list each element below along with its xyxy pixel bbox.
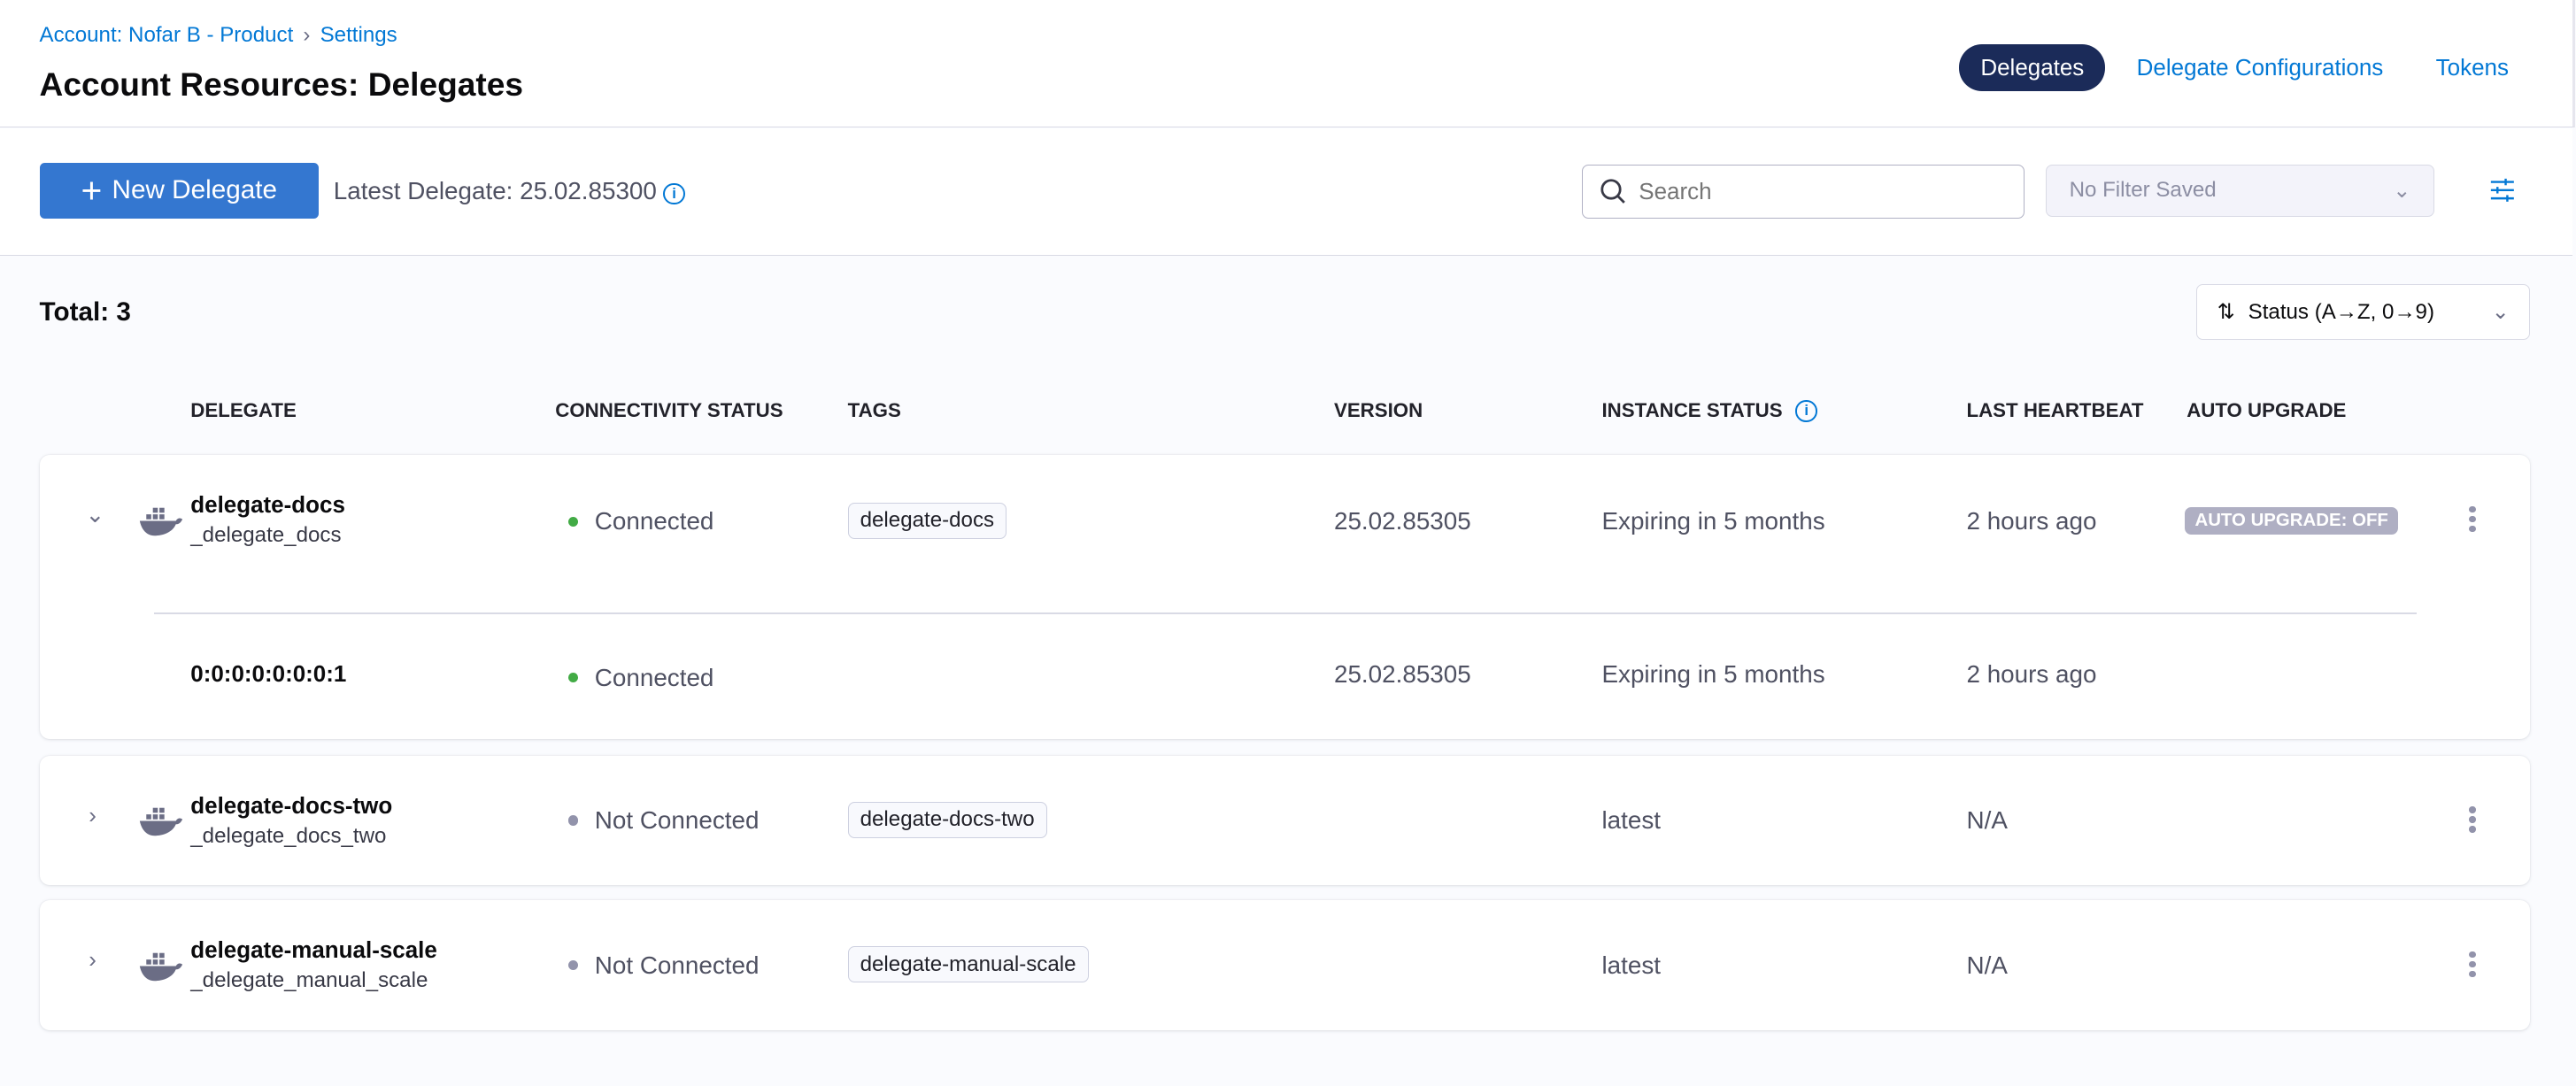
chevron-right-icon[interactable]: › [89,801,96,828]
new-delegate-button[interactable]: + New Delegate [39,162,320,219]
delegate-name[interactable]: delegate-docs-two [190,791,393,819]
connectivity-status: Not Connected [568,806,759,835]
table-row[interactable]: › delegate-manual-scale _delegate_manual_… [39,900,2531,1030]
column-auto-upgrade[interactable]: AUTO UPGRADE [2187,398,2347,421]
delegate-identifier: _delegate_docs_two [190,824,387,849]
tab-delegate-configurations[interactable]: Delegate Configurations [2136,54,2384,81]
filter-value: No Filter Saved [2069,178,2217,203]
page-title: Account Resources: Delegates [39,65,524,104]
connectivity-status: Connected [568,664,713,692]
more-options-icon[interactable] [2469,951,2476,981]
table-row[interactable]: › delegate-docs-two _delegate_docs_two No… [39,755,2531,886]
chevron-down-icon: ⌄ [2393,178,2411,203]
column-connectivity-status[interactable]: CONNECTIVITY STATUS [555,398,783,421]
delegate-name[interactable]: delegate-manual-scale [190,936,437,963]
instance-status: latest [1601,806,1661,835]
latest-delegate-version: Latest Delegate: 25.02.85300 [333,177,657,205]
docker-icon [139,808,182,836]
chevron-right-icon: › [303,22,311,47]
instance-name: 0:0:0:0:0:0:0:1 [190,660,347,688]
info-icon[interactable]: i [663,182,685,204]
status-dot [568,815,579,826]
chevron-right-icon[interactable]: › [89,945,96,973]
tag: delegate-manual-scale [847,945,1089,983]
sort-icon: ⇅ [2217,300,2235,325]
column-delegate[interactable]: DELEGATE [190,398,297,421]
sort-dropdown[interactable]: ⇅ Status (A→Z, 0→9) ⌄ [2196,284,2531,341]
docker-icon [139,507,182,536]
page-header: Account: Nofar B - Product › Settings Acco… [0,0,2576,127]
column-instance-status[interactable]: INSTANCE STATUS i [1602,399,1817,422]
instance-status: Expiring in 5 months [1601,660,1825,689]
delegate-identifier: _delegate_docs [190,523,342,548]
last-heartbeat: N/A [1966,951,2008,979]
search-icon [1600,179,1625,204]
column-version[interactable]: VERSION [1333,398,1423,421]
tag: delegate-docs [847,502,1007,540]
column-last-heartbeat[interactable]: LAST HEARTBEAT [1966,398,2144,421]
toolbar: + New Delegate Latest Delegate: 25.02.853… [0,127,2573,256]
chevron-down-icon: ⌄ [2491,300,2510,325]
breadcrumb: Account: Nofar B - Product › Settings [40,23,397,48]
saved-filter-select[interactable]: No Filter Saved ⌄ [2045,164,2435,217]
last-heartbeat: 2 hours ago [1966,660,2097,689]
breadcrumb-settings[interactable]: Settings [320,22,397,47]
info-icon[interactable]: i [1795,400,1817,422]
column-tags[interactable]: TAGS [847,398,901,421]
status-dot [568,516,579,527]
delegate-name[interactable]: delegate-docs [190,490,345,518]
tab-tokens[interactable]: Tokens [2435,54,2509,81]
status-dot [568,959,579,970]
connectivity-status: Connected [568,507,713,535]
breadcrumb-account[interactable]: Account: Nofar B - Product [39,22,294,47]
docker-icon [139,952,182,981]
sort-value: Status (A→Z, 0→9) [2248,299,2434,324]
status-dot [568,672,579,683]
plus-icon: + [81,169,103,211]
auto-upgrade-badge: AUTO UPGRADE: OFF [2185,507,2398,535]
new-delegate-label: New Delegate [112,175,277,205]
last-heartbeat: 2 hours ago [1966,507,2097,535]
divider [154,612,2417,615]
chevron-down-icon[interactable]: ⌄ [85,501,105,528]
tag: delegate-docs-two [847,801,1047,838]
search-input[interactable] [1635,175,2004,207]
delegate-identifier: _delegate_manual_scale [190,968,428,993]
instance-status: latest [1601,951,1661,979]
version: 25.02.85305 [1333,507,1471,535]
total-count: Total: 3 [39,297,131,327]
tab-delegates[interactable]: Delegates [1959,44,2106,92]
search-box [1582,164,2025,219]
instance-status: Expiring in 5 months [1601,507,1825,535]
last-heartbeat: N/A [1966,806,2008,835]
connectivity-status: Not Connected [568,951,759,980]
more-options-icon[interactable] [2469,505,2476,535]
table-row[interactable]: ⌄ delegate-docs _delegate_docs Connected … [39,455,2531,740]
version: 25.02.85305 [1333,660,1471,689]
more-options-icon[interactable] [2469,806,2476,836]
filter-settings-icon[interactable] [2489,177,2516,204]
